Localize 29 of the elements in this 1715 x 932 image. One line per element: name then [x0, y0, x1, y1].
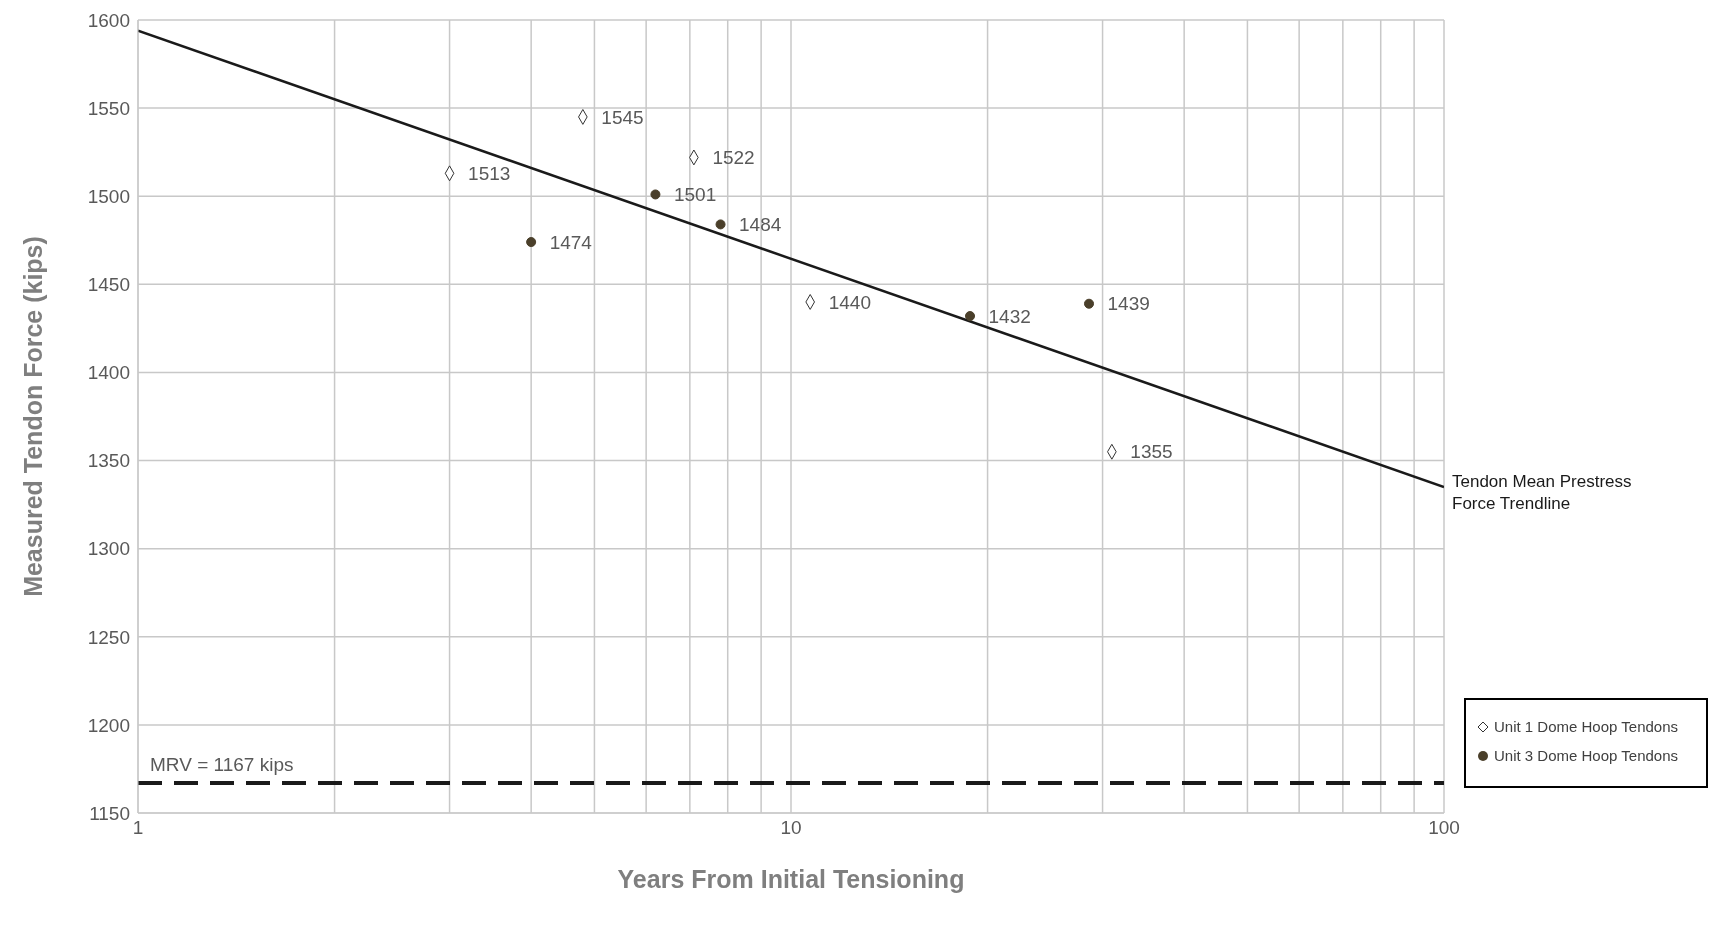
legend-label: Unit 3 Dome Hoop Tendons — [1494, 747, 1678, 764]
y-tick-label: 1600 — [87, 9, 130, 31]
data-label: 1432 — [988, 305, 1031, 327]
x-tick-label: 10 — [780, 817, 802, 839]
y-tick-label: 1550 — [87, 97, 130, 119]
y-tick-label: 1400 — [87, 362, 130, 384]
data-label: 1474 — [549, 231, 593, 253]
data-label: 1501 — [673, 184, 717, 206]
data-label: 1513 — [468, 163, 511, 185]
x-axis-title: Years From Initial Tensioning — [617, 865, 965, 893]
y-tick-label: 1450 — [87, 274, 130, 296]
y-tick-label: 1500 — [87, 185, 130, 207]
data-label: 1440 — [828, 291, 871, 313]
data-label: 1484 — [739, 214, 782, 236]
x-tick-label: 100 — [1428, 817, 1460, 839]
y-tick-label: 1350 — [87, 450, 130, 472]
data-label: 1439 — [1107, 293, 1150, 315]
y-tick-label: 1250 — [87, 626, 130, 648]
data-label: 1545 — [601, 106, 644, 128]
legend-label: Unit 1 Dome Hoop Tendons — [1494, 718, 1678, 735]
y-tick-label: 1300 — [87, 538, 130, 560]
data-label: 1522 — [712, 147, 755, 169]
data-label: 1355 — [1130, 441, 1173, 463]
y-axis-title: Measured Tendon Force (kips) — [18, 236, 47, 597]
y-tick-label: 1200 — [87, 714, 130, 736]
series-label: Tendon Mean Prestress Force Trendline — [1452, 471, 1632, 513]
ref-line-label: MRV = 1167 kips — [150, 754, 294, 776]
y-tick-label: 1150 — [89, 802, 130, 824]
x-tick-label: 1 — [132, 817, 144, 839]
